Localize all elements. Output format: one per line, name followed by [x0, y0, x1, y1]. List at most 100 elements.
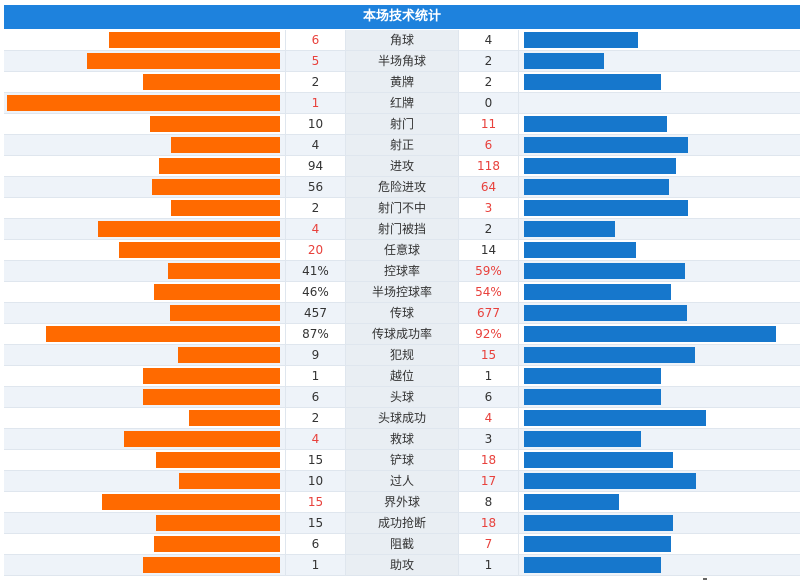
away-value: 0 [459, 93, 519, 113]
stat-label: 阻截 [345, 534, 459, 554]
stat-label: 头球 [345, 387, 459, 407]
stat-label: 黄牌 [345, 72, 459, 92]
away-value: 1 [459, 366, 519, 386]
away-bar [524, 347, 695, 363]
away-bar [524, 410, 706, 426]
stat-row: 1 助攻 1 [4, 555, 800, 576]
away-value: 1 [459, 555, 519, 575]
away-bar [524, 242, 636, 258]
away-value: 2 [459, 219, 519, 239]
away-value: 17 [459, 471, 519, 491]
stat-row: 5 半场角球 2 [4, 51, 800, 72]
stat-label: 犯规 [345, 345, 459, 365]
away-value: 2 [459, 51, 519, 71]
home-value: 9 [285, 345, 345, 365]
stat-label: 射门不中 [345, 198, 459, 218]
away-bar [524, 515, 673, 531]
away-value: 15 [459, 345, 519, 365]
stat-row: 46% 半场控球率 54% [4, 282, 800, 303]
stat-label: 射正 [345, 135, 459, 155]
away-bar [524, 473, 696, 489]
away-bar [524, 221, 615, 237]
home-bar [168, 263, 280, 279]
away-bar [524, 116, 667, 132]
stat-label: 射门被挡 [345, 219, 459, 239]
home-bar [102, 494, 280, 510]
stat-row: 15 铲球 18 [4, 450, 800, 471]
stat-label: 传球 [345, 303, 459, 323]
stat-row: 94 进攻 118 [4, 156, 800, 177]
away-bar [524, 536, 671, 552]
stats-title: 本场技术统计 [4, 5, 800, 29]
home-bar [143, 74, 280, 90]
home-bar [87, 53, 280, 69]
stat-label: 界外球 [345, 492, 459, 512]
stat-label: 射门 [345, 114, 459, 134]
away-bar [524, 158, 676, 174]
home-value: 87% [285, 324, 345, 344]
stat-label: 铲球 [345, 450, 459, 470]
home-value: 20 [285, 240, 345, 260]
home-bar [119, 242, 280, 258]
stat-label: 半场角球 [345, 51, 459, 71]
stat-row: 6 角球 4 [4, 30, 800, 51]
home-bar [171, 200, 280, 216]
away-value: 677 [459, 303, 519, 323]
away-bar [524, 200, 688, 216]
stat-label: 过人 [345, 471, 459, 491]
away-value: 59% [459, 261, 519, 281]
away-value: 18 [459, 450, 519, 470]
stat-label: 红牌 [345, 93, 459, 113]
stat-label: 传球成功率 [345, 324, 459, 344]
home-value: 1 [285, 555, 345, 575]
home-bar [154, 284, 280, 300]
stat-row: 1 红牌 0 [4, 93, 800, 114]
home-bar [143, 557, 280, 573]
away-bar [524, 389, 661, 405]
home-bar [143, 389, 280, 405]
home-value: 15 [285, 492, 345, 512]
home-value: 6 [285, 534, 345, 554]
home-bar [189, 410, 280, 426]
away-value: 6 [459, 135, 519, 155]
stat-row: 87% 传球成功率 92% [4, 324, 800, 345]
home-value: 10 [285, 471, 345, 491]
away-bar [524, 284, 671, 300]
home-value: 41% [285, 261, 345, 281]
stat-row: 10 射门 11 [4, 114, 800, 135]
home-bar [154, 536, 280, 552]
stat-row: 6 阻截 7 [4, 534, 800, 555]
home-value: 15 [285, 513, 345, 533]
away-value: 6 [459, 387, 519, 407]
home-bar [159, 158, 280, 174]
stat-label: 进攻 [345, 156, 459, 176]
home-value: 6 [285, 30, 345, 50]
stat-row: 4 救球 3 [4, 429, 800, 450]
home-bar [156, 452, 280, 468]
away-bar [524, 263, 685, 279]
corner-mark [703, 578, 707, 580]
away-value: 11 [459, 114, 519, 134]
home-value: 46% [285, 282, 345, 302]
home-value: 2 [285, 198, 345, 218]
home-value: 457 [285, 303, 345, 323]
away-bar [524, 368, 661, 384]
home-value: 10 [285, 114, 345, 134]
away-bar [524, 32, 638, 48]
stat-row: 41% 控球率 59% [4, 261, 800, 282]
stat-row: 2 黄牌 2 [4, 72, 800, 93]
stat-row: 4 射门被挡 2 [4, 219, 800, 240]
away-value: 8 [459, 492, 519, 512]
home-bar [150, 116, 280, 132]
stat-row: 1 越位 1 [4, 366, 800, 387]
home-bar [152, 179, 280, 195]
stat-row: 10 过人 17 [4, 471, 800, 492]
stat-label: 救球 [345, 429, 459, 449]
stat-label: 助攻 [345, 555, 459, 575]
home-value: 15 [285, 450, 345, 470]
stat-label: 越位 [345, 366, 459, 386]
home-bar [171, 137, 280, 153]
home-bar [46, 326, 280, 342]
away-value: 54% [459, 282, 519, 302]
stat-label: 半场控球率 [345, 282, 459, 302]
